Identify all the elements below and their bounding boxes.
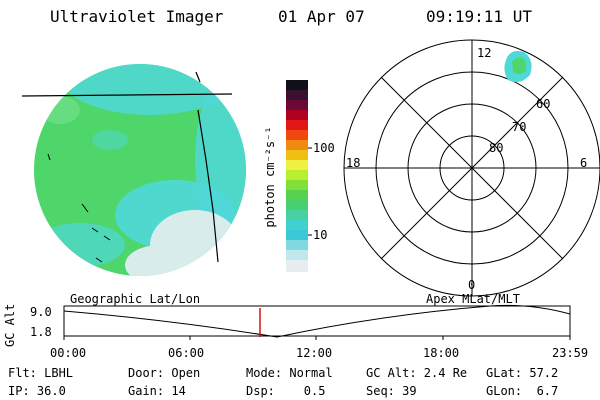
altitude-curve	[63, 304, 571, 338]
polar-aurora-core	[512, 57, 527, 74]
info-filter: Flt: LBHL	[8, 366, 74, 380]
coastline-fragment	[47, 153, 51, 161]
colorbar-tick-10: 10	[313, 228, 328, 242]
info-gc-alt: GC Alt: 2.4 Re	[366, 366, 468, 380]
polar-lat-70: 70	[512, 120, 527, 134]
polar-label-6: 6	[580, 156, 588, 170]
alt-xtick-2: 12:00	[296, 346, 333, 360]
date-label: 01 Apr 07	[278, 7, 365, 26]
time-label: 09:19:11 UT	[426, 7, 532, 26]
alt-ytick-low: 1.8	[30, 325, 52, 339]
info-mode: Mode: Normal	[246, 366, 333, 380]
polar-label-0: 0	[468, 278, 476, 292]
info-glat: GLat: 57.2	[486, 366, 559, 380]
info-door: Door: Open	[128, 366, 201, 380]
polar-label-18: 18	[346, 156, 361, 170]
alt-xtick-1: 06:00	[168, 346, 205, 360]
lon-line	[195, 71, 219, 263]
alt-ytick-high: 9.0	[30, 305, 52, 319]
alt-panel-left-label: Geographic Lat/Lon	[70, 292, 201, 306]
app-title: Ultraviolet Imager	[50, 7, 224, 26]
info-dsp: Dsp: 0.5	[246, 384, 326, 398]
alt-xtick-0: 00:00	[50, 346, 87, 360]
colorbar-tick-100: 100	[313, 141, 335, 155]
info-glon: GLon: 6.7	[486, 384, 559, 398]
polar-grid	[343, 39, 600, 297]
color-bar	[286, 80, 312, 272]
alt-xtick-4: 23:59	[552, 346, 589, 360]
alt-panel-right-label: Apex MLat/MLT	[426, 292, 520, 306]
info-ip: IP: 36.0	[8, 384, 66, 398]
coastline	[81, 203, 111, 263]
info-gain: Gain: 14	[128, 384, 186, 398]
alt-xtick-3: 18:00	[423, 346, 460, 360]
polar-lat-80: 80	[489, 141, 504, 155]
polar-lat-60: 60	[536, 97, 551, 111]
lat-line	[21, 93, 233, 97]
info-seq: Seq: 39	[366, 384, 417, 398]
polar-label-12: 12	[477, 46, 492, 60]
